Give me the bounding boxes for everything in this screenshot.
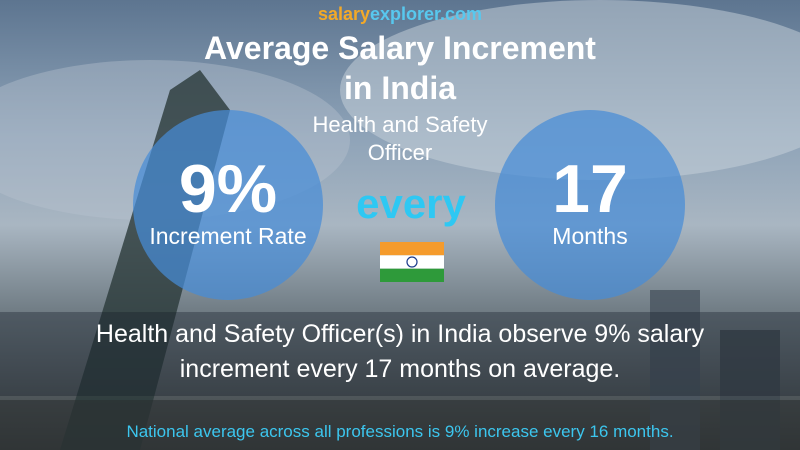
description: Health and Safety Officer(s) in India ob… bbox=[95, 320, 705, 348]
rate-value: 9% bbox=[178, 151, 278, 227]
period-label: Months bbox=[552, 223, 628, 249]
india-flag bbox=[380, 242, 444, 282]
title-line: in India bbox=[344, 70, 456, 106]
description-band bbox=[0, 312, 800, 396]
brand-tld: .com bbox=[440, 4, 483, 24]
brand-salary: salary bbox=[317, 4, 370, 24]
rate-circle bbox=[133, 110, 323, 300]
footer-note: National average across all professions … bbox=[126, 422, 674, 441]
description: increment every 17 months on average. bbox=[179, 355, 621, 383]
brand-explorer: explorer bbox=[370, 4, 441, 24]
job-title: Health and Safety bbox=[312, 112, 488, 137]
period-circle bbox=[495, 110, 685, 300]
connector: every bbox=[356, 180, 466, 227]
brand: salaryexplorer.com bbox=[0, 4, 800, 25]
job-title: Officer bbox=[367, 140, 433, 165]
rate-label: Increment Rate bbox=[149, 223, 307, 249]
period-value: 17 bbox=[552, 151, 628, 227]
title-line: Average Salary Increment bbox=[204, 30, 596, 66]
